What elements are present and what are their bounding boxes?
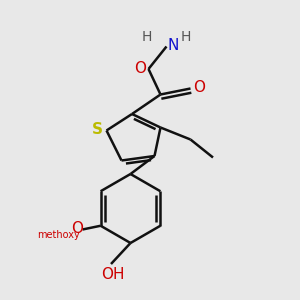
Text: OH: OH xyxy=(101,267,124,282)
Text: N: N xyxy=(167,38,179,53)
Text: O: O xyxy=(193,80,205,95)
Text: S: S xyxy=(92,122,102,136)
Text: O: O xyxy=(71,221,83,236)
Text: O: O xyxy=(134,61,146,76)
Text: H: H xyxy=(142,30,152,44)
Text: methoxy: methoxy xyxy=(37,230,80,241)
Text: H: H xyxy=(181,30,191,44)
